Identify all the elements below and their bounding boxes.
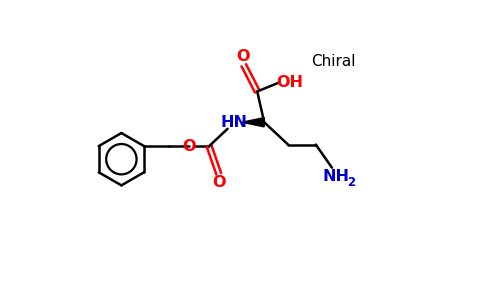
Text: O: O — [236, 49, 250, 64]
Polygon shape — [242, 118, 264, 127]
Text: O: O — [182, 139, 196, 154]
Text: HN: HN — [221, 115, 248, 130]
Text: Chiral: Chiral — [311, 53, 355, 68]
Text: 2: 2 — [347, 176, 355, 189]
Text: O: O — [212, 175, 226, 190]
Text: OH: OH — [276, 76, 303, 91]
Text: NH: NH — [322, 169, 349, 184]
